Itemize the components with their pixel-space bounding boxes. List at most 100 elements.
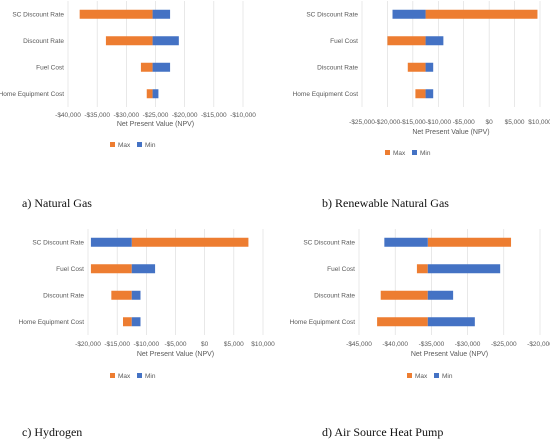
legend-label-min: Min xyxy=(145,142,156,149)
bar-min xyxy=(131,317,141,327)
legend-swatch-min xyxy=(137,373,142,378)
tornado-chart-hydrogen: -$20,000 -$15,000 -$10,000 -$5,000 $0 $5,000 $… xyxy=(19,229,275,380)
bar-max xyxy=(146,89,153,99)
category-label: Discount Rate xyxy=(314,293,355,300)
bar-min xyxy=(152,9,171,19)
x-tick-label: -$15,000 xyxy=(104,341,130,348)
bar-min xyxy=(152,89,159,99)
chart-panel-renewable-natural-gas: -$25,000 -$20,000 -$15,000 -$10,000 -$5,000 $… xyxy=(275,0,550,222)
category-label: Discount Rate xyxy=(317,65,358,72)
x-tick-label: -$5,000 xyxy=(453,119,475,126)
tornado-chart-air-source-heat-pump: -$45,000 -$40,000 -$35,000 -$30,000 -$25,000… xyxy=(290,229,550,380)
category-label: SC Discount Rate xyxy=(12,12,64,19)
bar-max xyxy=(79,9,153,19)
bar-max xyxy=(123,317,132,327)
bar-min xyxy=(427,264,501,274)
x-tick-label: $10,000 xyxy=(251,341,275,348)
category-label: Fuel Cost xyxy=(327,266,355,273)
x-tick-label: -$30,000 xyxy=(455,341,481,348)
bar-min xyxy=(425,89,434,99)
bar-max xyxy=(415,89,426,99)
bar-max xyxy=(427,237,512,247)
bar-max xyxy=(90,264,132,274)
x-tick-label: $0 xyxy=(201,341,209,348)
x-tick-label: -$10,000 xyxy=(425,119,451,126)
x-tick-label: -$15,000 xyxy=(400,119,426,126)
x-axis-title: Net Present Value (NPV) xyxy=(137,351,214,358)
category-label: SC Discount Rate xyxy=(303,240,355,247)
x-axis-title: Net Present Value (NPV) xyxy=(117,121,194,128)
x-tick-label: -$20,000 xyxy=(527,341,550,348)
caption-air-source-heat-pump: d) Air Source Heat Pump xyxy=(322,425,444,439)
x-tick-label: -$15,000 xyxy=(201,112,227,119)
bar-min xyxy=(425,62,434,72)
legend-swatch-max xyxy=(110,373,115,378)
legend-label-max: Max xyxy=(118,142,131,149)
bar-max xyxy=(416,264,428,274)
caption-hydrogen: c) Hydrogen xyxy=(22,425,83,439)
bar-min xyxy=(392,9,426,19)
bar-min xyxy=(425,36,444,46)
legend-swatch-max xyxy=(407,373,412,378)
x-tick-label: $5,000 xyxy=(505,119,525,126)
bar-max xyxy=(387,36,426,46)
x-tick-label: -$25,000 xyxy=(143,112,169,119)
bar-max xyxy=(105,36,153,46)
legend-label-max: Max xyxy=(118,373,131,380)
x-tick-label: $5,000 xyxy=(224,341,244,348)
x-tick-label: -$20,000 xyxy=(172,112,198,119)
bar-max xyxy=(407,62,426,72)
legend-label-max: Max xyxy=(415,373,428,380)
x-tick-label: -$20,000 xyxy=(75,341,101,348)
x-tick-label: -$10,000 xyxy=(230,112,256,119)
chart-panel-hydrogen: -$20,000 -$15,000 -$10,000 -$5,000 $0 $5,000 $… xyxy=(0,222,275,444)
category-label: SC Discount Rate xyxy=(306,12,358,19)
category-label: SC Discount Rate xyxy=(32,240,84,247)
x-tick-label: -$20,000 xyxy=(375,119,401,126)
chart-panel-natural-gas: -$40,000 -$35,000 -$30,000 -$25,000 -$20,000… xyxy=(0,0,275,222)
bar-max xyxy=(131,237,249,247)
x-tick-label: -$30,000 xyxy=(113,112,139,119)
chart-panel-air-source-heat-pump: -$45,000 -$40,000 -$35,000 -$30,000 -$25,000… xyxy=(275,222,550,444)
legend-label-min: Min xyxy=(145,373,156,380)
caption-natural-gas: a) Natural Gas xyxy=(22,196,92,210)
legend-label-min: Min xyxy=(442,373,453,380)
x-axis-title: Net Present Value (NPV) xyxy=(412,129,489,136)
x-tick-label: -$40,000 xyxy=(382,341,408,348)
legend-swatch-min xyxy=(412,150,417,155)
category-label: Discount Rate xyxy=(43,293,84,300)
bar-max xyxy=(140,62,153,72)
bar-min xyxy=(427,290,454,300)
category-label: Home Equipment Cost xyxy=(0,91,64,98)
category-label: Home Equipment Cost xyxy=(290,319,356,326)
category-label: Home Equipment Cost xyxy=(19,319,85,326)
bar-min xyxy=(427,317,475,327)
category-label: Fuel Cost xyxy=(330,38,358,45)
bar-min xyxy=(384,237,428,247)
bar-min xyxy=(152,36,179,46)
legend-label-min: Min xyxy=(420,150,431,157)
x-tick-label: -$25,000 xyxy=(491,341,517,348)
legend-swatch-max xyxy=(110,142,115,147)
category-label: Fuel Cost xyxy=(56,266,84,273)
x-tick-label: -$5,000 xyxy=(164,341,186,348)
bar-min xyxy=(131,290,141,300)
bar-max xyxy=(111,290,132,300)
legend-label-max: Max xyxy=(393,150,406,157)
category-label: Home Equipment Cost xyxy=(293,91,359,98)
x-tick-label: $10,000 xyxy=(528,119,550,126)
x-tick-label: -$35,000 xyxy=(84,112,110,119)
bar-min xyxy=(131,264,156,274)
legend-swatch-min xyxy=(434,373,439,378)
bar-min xyxy=(152,62,171,72)
x-tick-label: -$40,000 xyxy=(55,112,81,119)
x-tick-label: -$45,000 xyxy=(346,341,372,348)
legend-swatch-min xyxy=(137,142,142,147)
bar-max xyxy=(380,290,428,300)
bar-min xyxy=(90,237,132,247)
x-tick-label: -$25,000 xyxy=(349,119,375,126)
x-tick-label: -$10,000 xyxy=(133,341,159,348)
legend-swatch-max xyxy=(385,150,390,155)
bar-max xyxy=(425,9,538,19)
